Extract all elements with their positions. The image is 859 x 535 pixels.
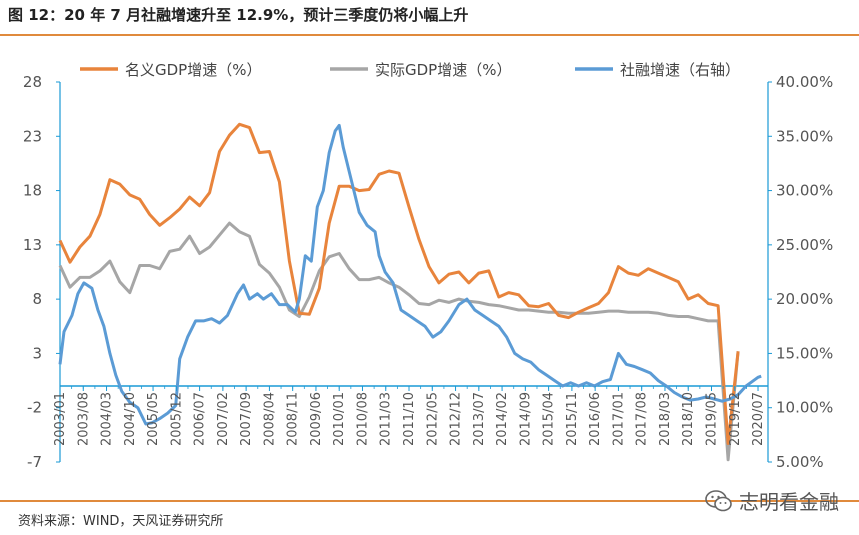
x-tick-label: 2006/07 [193, 392, 208, 446]
x-tick-label: 2017/01 [611, 392, 626, 446]
x-tick-label: 2010/01 [332, 392, 347, 446]
right-tick-label: 5.00% [776, 453, 824, 471]
bottom-rule [0, 500, 859, 502]
series-line-real-gdp [58, 221, 740, 462]
left-tick-label: 23 [23, 127, 42, 145]
left-tick-label: 18 [23, 182, 42, 200]
left-tick-label: 8 [32, 290, 42, 308]
x-tick-label: 2015/04 [542, 392, 557, 446]
x-tick-label: 2017/08 [635, 392, 650, 446]
x-tick-label: 2020/07 [751, 392, 766, 446]
chart: 名义GDP增速（%） 实际GDP增速（%） 社融增速（右轴） 28 23 18 13 8 3 -… [23, 61, 833, 471]
x-tick-label: 2018/03 [658, 392, 673, 446]
legend-label: 社融增速（右轴） [620, 61, 740, 79]
left-tick-label: 28 [23, 73, 42, 91]
x-tick-label: 2018/10 [681, 392, 696, 446]
legend-label: 实际GDP增速（%） [375, 61, 511, 79]
legend-label: 名义GDP增速（%） [125, 61, 261, 79]
right-tick-label: 25.00% [776, 236, 833, 254]
right-tick-label: 15.00% [776, 344, 833, 362]
figure-title: 图 12：20 年 7 月社融增速升至 12.9%，预计三季度仍将小幅上升 [8, 6, 469, 24]
x-tick-label: 2019/12 [728, 392, 743, 446]
x-tick-label: 2019/05 [704, 392, 719, 446]
x-tick-label: 2014/09 [518, 392, 533, 446]
x-tick-label: 2010/08 [355, 392, 370, 446]
right-axis: 40.00% 35.00% 30.00% 25.00% 20.00% 15.00% 10.0… [768, 73, 833, 471]
series-line-nominal-gdp [58, 122, 740, 445]
x-tick-label: 2015/11 [565, 392, 580, 446]
x-tick-label: 2007/09 [239, 392, 254, 446]
top-rule [0, 34, 859, 36]
source-note: 资料来源：WIND，天风证券研究所 [18, 514, 224, 529]
x-tick-label: 2016/06 [588, 392, 603, 446]
right-tick-label: 10.00% [776, 399, 833, 417]
watermark: 志明看金融 [705, 486, 839, 515]
watermark-text: 志明看金融 [739, 490, 839, 514]
right-tick-label: 20.00% [776, 290, 833, 308]
left-tick-label: -7 [27, 453, 42, 471]
x-tick-label: 2012/12 [449, 392, 464, 446]
right-tick-label: 40.00% [776, 73, 833, 91]
x-tick-label: 2005/05 [146, 392, 161, 446]
x-tick-label: 2003/01 [53, 392, 68, 446]
left-axis: 28 23 18 13 8 3 -2 -7 [23, 73, 60, 471]
series-lines [58, 122, 762, 462]
x-tick-label: 2011/03 [379, 392, 394, 446]
x-tick-label: 2011/10 [402, 392, 417, 446]
x-tick-label: 2007/02 [216, 392, 231, 446]
x-tick-label: 2005/12 [169, 392, 184, 446]
x-tick-label: 2014/02 [495, 392, 510, 446]
left-tick-label: -2 [27, 399, 42, 417]
wechat-icon [705, 489, 732, 511]
right-tick-label: 30.00% [776, 182, 833, 200]
x-tick-label: 2008/04 [262, 392, 277, 446]
x-tick-label: 2013/07 [472, 392, 487, 446]
x-tick-label: 2004/10 [123, 392, 138, 446]
x-tick-label: 2004/03 [100, 392, 115, 446]
legend: 名义GDP增速（%） 实际GDP增速（%） 社融增速（右轴） [80, 61, 740, 79]
left-tick-label: 13 [23, 236, 42, 254]
right-tick-label: 35.00% [776, 127, 833, 145]
x-tick-label: 2009/06 [309, 392, 324, 446]
left-tick-label: 3 [32, 344, 42, 362]
x-tick-label: 2003/08 [76, 392, 91, 446]
x-tick-label: 2008/11 [286, 392, 301, 446]
x-axis: 2003/01 2003/08 2004/03 2004/10 2005/05 2005/… [53, 386, 766, 446]
series-line-tsf-growth [58, 123, 762, 426]
x-tick-label: 2012/05 [425, 392, 440, 446]
